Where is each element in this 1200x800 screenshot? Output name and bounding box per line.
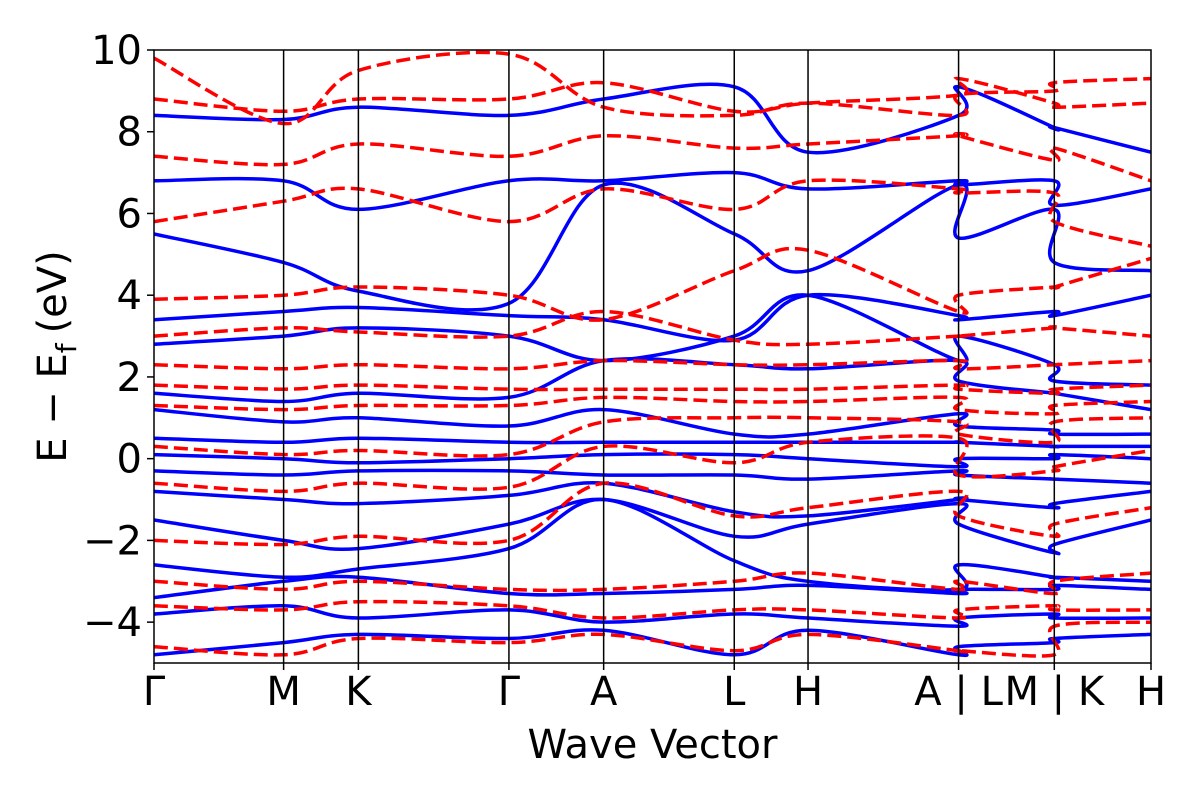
x-tick-label: Γ <box>498 669 521 715</box>
dashed-band-line <box>154 131 1151 183</box>
y-tick-label: −2 <box>83 518 142 564</box>
x-tick-label: M <box>266 669 301 715</box>
y-tick-label: −4 <box>83 600 142 646</box>
bands-layer <box>154 50 1151 658</box>
dashed-band-line <box>154 358 1151 371</box>
y-tick-label: 4 <box>117 273 142 319</box>
y-tick-label: 2 <box>117 355 142 401</box>
x-tick-label: H <box>793 669 823 715</box>
x-tick-label: M | K <box>1004 669 1105 715</box>
kpoint-divider-lines <box>282 50 1056 663</box>
y-tick-label: 10 <box>91 28 142 74</box>
solid-band-line <box>154 356 1151 412</box>
x-tick-label: K <box>345 669 373 715</box>
y-tick-label: 6 <box>117 191 142 237</box>
x-tick-label: A | L <box>914 669 1003 715</box>
plot-frame <box>153 49 1152 664</box>
y-tick-label: 8 <box>117 110 142 156</box>
dashed-band-line <box>154 415 1151 458</box>
y-axis-label-unit: (eV) <box>30 250 76 333</box>
dashed-band-line <box>154 76 1151 114</box>
x-tick-label: A <box>590 669 618 715</box>
x-axis-label: Wave Vector <box>528 722 779 768</box>
y-axis-label-subscript: f <box>50 342 83 353</box>
x-tick-label: L <box>723 669 746 715</box>
x-tick-label: H <box>1136 669 1166 715</box>
y-axis-label-main: E − E <box>30 353 76 463</box>
y-axis-ticks: −4 −2 0 2 4 6 8 10 <box>83 28 154 646</box>
y-tick-label: 0 <box>117 437 142 483</box>
solid-band-line <box>154 407 1151 439</box>
x-tick-label: Γ <box>143 669 166 715</box>
y-axis-label: E − Ef (eV) <box>30 250 83 463</box>
